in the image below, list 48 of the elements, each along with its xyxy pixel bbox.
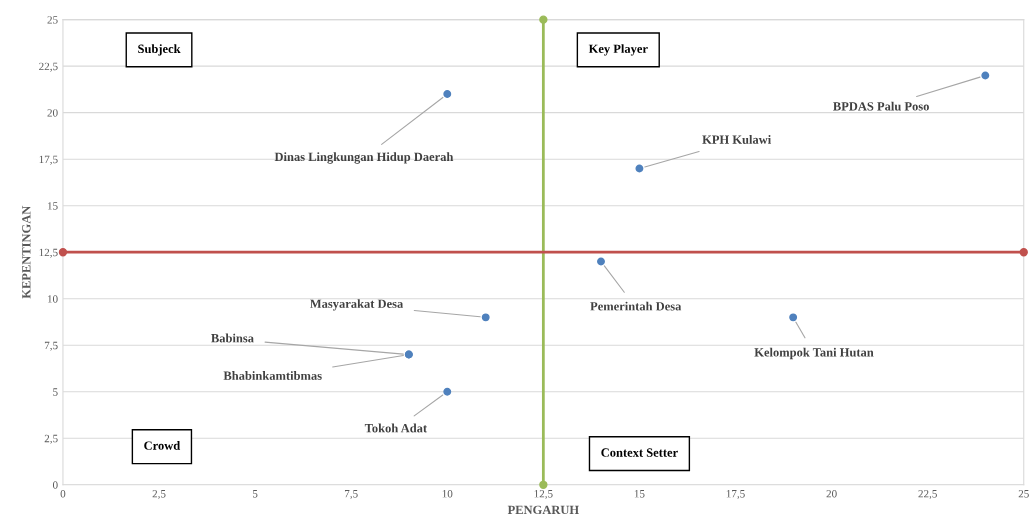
annotation: BPDAS Palu Poso — [833, 101, 929, 111]
point — [443, 90, 452, 99]
y-tick-label: 17,5 — [39, 155, 58, 165]
y-tick-label: 12,5 — [39, 248, 58, 258]
x-tick-label: 15 — [634, 490, 645, 498]
x-tick-label: 0 — [60, 489, 66, 498]
x-axis-title: PENGARUH — [507, 505, 579, 515]
point — [635, 164, 644, 173]
point — [443, 387, 452, 396]
point — [597, 257, 605, 266]
y-tick-label: 20 — [47, 109, 58, 117]
annotation: Kelompok Tani Hutan — [754, 347, 874, 360]
x-tick-label: 22,5 — [918, 490, 937, 500]
point — [481, 313, 490, 322]
annotation: Masyarakat Desa — [310, 299, 404, 311]
y-tick-label: 7,5 — [44, 341, 58, 351]
annotation: Key Player — [588, 44, 648, 56]
x-tick-label: 17,5 — [726, 490, 745, 500]
y-tick-label: 10 — [47, 295, 58, 303]
y-axis-title: KEPENTINGAN — [22, 205, 31, 299]
point — [539, 15, 548, 24]
annotation: Bhabinkamtibmas — [223, 371, 322, 380]
point — [789, 313, 798, 322]
point — [981, 71, 990, 80]
y-tick-label: 2,5 — [44, 434, 58, 444]
y-tick-label: 22,5 — [39, 62, 58, 72]
annotation: Pemerintah Desa — [590, 301, 682, 311]
x-tick-label: 25 — [1018, 490, 1029, 498]
annotation: Babinsa — [211, 333, 254, 343]
annotation: Dinas Lingkungan Hidup Daerah — [274, 152, 454, 164]
x-tick-label: 2,5 — [152, 490, 166, 500]
point — [58, 248, 68, 257]
x-tick-label: 7,5 — [344, 490, 358, 500]
point — [1019, 248, 1028, 257]
y-tick-label: 0 — [52, 481, 58, 489]
annotation: Subjeck — [138, 44, 181, 56]
annotation: KPH Kulawi — [702, 135, 772, 144]
x-tick-label: 10 — [442, 489, 453, 498]
y-tick-label: 15 — [47, 202, 58, 210]
annotation: Tokoh Adat — [364, 423, 428, 433]
x-tick-label: 12,5 — [534, 490, 553, 500]
x-tick-label: 5 — [252, 490, 258, 498]
annotation: Context Setter — [601, 448, 678, 457]
x-tick-label: 20 — [826, 489, 837, 498]
y-tick-label: 25 — [47, 16, 58, 24]
y-tick-label: 5 — [53, 388, 58, 396]
annotation: Crowd — [144, 440, 181, 450]
point — [539, 480, 548, 489]
